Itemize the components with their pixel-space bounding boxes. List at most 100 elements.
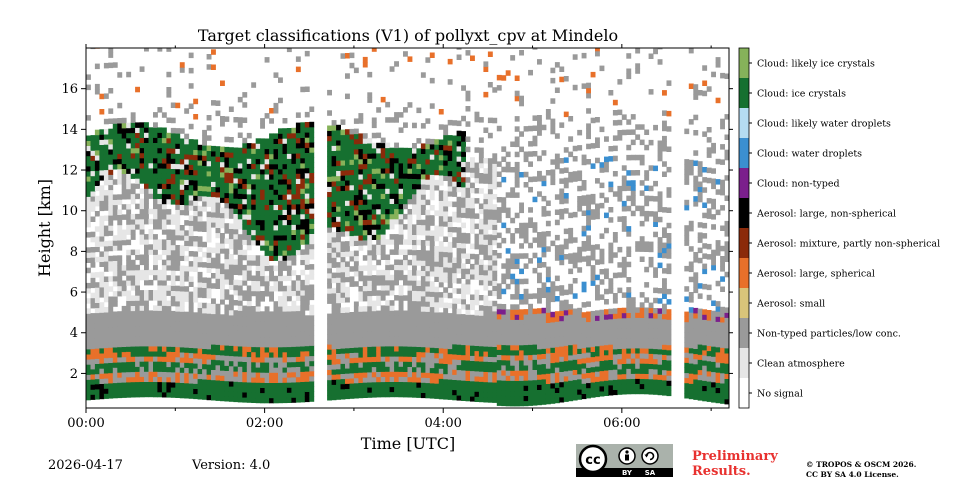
heat-cell-4960 [572, 278, 578, 284]
heat-cell-900 [166, 254, 172, 261]
heat-cell-3128 [376, 168, 382, 174]
heat-cell-523 [130, 168, 136, 174]
heat-cell-1268 [202, 394, 207, 400]
heat-cell-806 [157, 203, 163, 210]
heat-cell-2567 [327, 171, 332, 177]
heat-cell-3057 [371, 290, 377, 296]
heat-cell-2904 [358, 296, 364, 302]
heat-cell-4066 [465, 202, 471, 209]
heat-cell-4216 [483, 330, 489, 337]
heat-cell-1522 [224, 289, 230, 295]
heat-cell-1463 [220, 355, 225, 361]
heat-cell-115 [94, 282, 100, 288]
heat-cell-2711 [340, 251, 346, 258]
heat-cell-4891 [563, 304, 569, 311]
heat-cell-1706 [242, 351, 248, 357]
heat-cell-4101 [470, 274, 475, 280]
heat-cell-388 [117, 118, 123, 124]
heat-cell-189 [99, 109, 105, 115]
heat-cell-2151 [278, 97, 283, 104]
heat-cell-3914 [452, 267, 458, 274]
heat-cell-437 [126, 382, 132, 388]
heat-cell-3481 [412, 285, 417, 291]
heat-cell-1471 [220, 314, 225, 320]
heat-cell-1066 [179, 189, 185, 195]
heat-cell-3146 [380, 341, 386, 347]
heat-cell-953 [170, 260, 176, 266]
heat-cell-3939 [456, 379, 462, 386]
heat-cell-1026 [175, 138, 181, 144]
heat-cell-136 [94, 129, 100, 136]
heat-cell-498 [130, 331, 136, 337]
heat-cell-3410 [403, 122, 408, 128]
heat-cell-257 [108, 311, 114, 318]
heat-cell-3413 [407, 392, 413, 398]
heat-cell-3845 [447, 384, 453, 390]
heat-cell-4800 [550, 77, 556, 84]
heat-cell-3078 [371, 168, 377, 174]
heat-cell-4331 [492, 224, 498, 230]
heat-cell-2721 [340, 195, 346, 202]
heat-cell-3870 [447, 241, 453, 248]
heat-cell-306 [112, 336, 118, 343]
heat-cell-1890 [255, 153, 261, 160]
heat-cell-4347 [496, 395, 502, 401]
heat-cell-1122 [184, 143, 190, 150]
heat-cell-2560 [327, 206, 332, 213]
heat-cell-4346 [496, 400, 502, 406]
heat-cell-3587 [420, 229, 426, 236]
heat-cell-3840 [443, 134, 449, 141]
heat-cell-1592 [228, 162, 234, 168]
heat-cell-3772 [438, 256, 444, 262]
heat-cell-3212 [385, 239, 391, 245]
heat-cell-1627 [233, 228, 239, 235]
heat-cell-4381 [496, 74, 502, 81]
heat-cell-224 [103, 200, 109, 206]
heat-cell-1431 [215, 258, 221, 264]
heat-cell-2497 [309, 254, 315, 260]
heat-cell-2468 [304, 122, 310, 128]
heat-cell-2128 [278, 240, 283, 246]
heat-cell-3261 [389, 213, 395, 220]
heat-cell-78 [90, 201, 96, 207]
heat-cell-540 [135, 366, 140, 372]
heat-cell-1775 [246, 255, 252, 261]
heat-cell-1669 [237, 269, 243, 276]
heat-cell-4224 [483, 285, 489, 291]
heat-cell-4659 [532, 125, 538, 131]
heat-cell-4221 [483, 305, 489, 311]
heat-cell-3054 [371, 310, 377, 317]
heat-cell-2276 [291, 310, 297, 317]
heat-cell-1959 [264, 321, 270, 327]
heat-cell-4397 [501, 324, 507, 330]
heat-cell-25 [86, 232, 91, 238]
heat-cell-662 [144, 213, 149, 220]
heat-cell-2186 [282, 219, 288, 226]
heat-cell-2175 [282, 285, 288, 292]
heat-cell-3569 [420, 326, 426, 332]
heat-cell-2096 [273, 102, 279, 109]
heat-cell-4021 [461, 192, 466, 198]
heat-cell-4076 [465, 121, 471, 127]
heat-cell-4452 [510, 385, 516, 392]
heat-cell-3994 [461, 354, 466, 361]
heat-cell-3437 [407, 270, 413, 276]
heat-cell-3111 [376, 259, 382, 266]
heat-cell-3151 [380, 315, 386, 322]
heat-cell-4425 [505, 355, 511, 361]
heat-cell-2311 [295, 392, 301, 398]
heat-cell-1312 [206, 394, 212, 401]
heat-cell-4703 [541, 384, 547, 390]
heat-cell-3673 [429, 301, 435, 308]
heat-cell-1385 [211, 262, 216, 269]
heat-cell-1436 [215, 227, 221, 234]
heat-cell-2918 [358, 204, 364, 211]
heat-cell-2551 [327, 252, 332, 259]
heat-cell-2159 [282, 367, 288, 373]
heat-cell-4930 [568, 258, 574, 264]
heat-cell-2978 [362, 148, 368, 154]
heat-cell-146 [99, 368, 105, 374]
heat-cell-2946 [362, 336, 368, 343]
heat-cell-1404 [211, 100, 216, 106]
heat-cell-263 [108, 266, 114, 272]
